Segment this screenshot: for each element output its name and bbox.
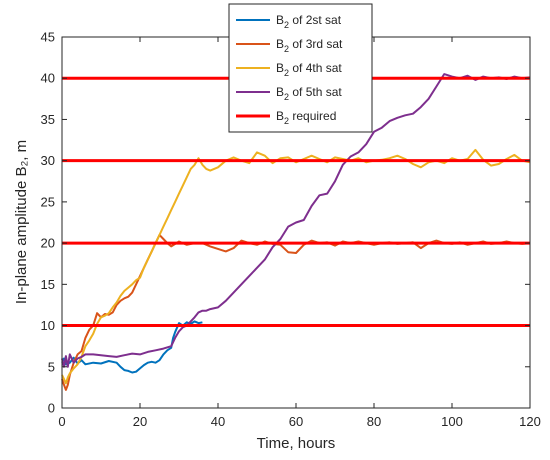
series-line-b2-of-4th-sat [61, 148, 531, 385]
y-tick-label-20: 20 [41, 236, 55, 251]
legend-label-b2-required: B2 required [276, 109, 336, 126]
legend-label-b2-of-4th-sat: B2 of 4th sat [276, 61, 342, 78]
axes-layer: 0 20 40 60 80 100 120 0 5 10 15 20 25 30 35 40 45 [41, 30, 541, 430]
x-tick-label-0: 0 [58, 414, 65, 429]
y-tick-label-10: 10 [41, 318, 55, 333]
legend-label-b2-of-3rd-sat: B2 of 3rd sat [276, 37, 343, 54]
legend: B2 of 2st sat B2 of 3rd sat B2 of 4th sat B… [228, 3, 373, 133]
x-tick-label-120: 120 [519, 414, 541, 429]
x-tick-label-60: 60 [289, 414, 303, 429]
y-tick-label-30: 30 [41, 153, 55, 168]
y-tick-label-35: 35 [41, 112, 55, 127]
y-tick-label-15: 15 [41, 277, 55, 292]
x-tick-label-100: 100 [441, 414, 463, 429]
y-tick-label-45: 45 [41, 30, 55, 45]
series-line-b2-of-5th-sat [61, 73, 531, 368]
y-tick-label-5: 5 [48, 359, 55, 374]
x-tick-label-20: 20 [133, 414, 147, 429]
series-layer [61, 73, 531, 391]
y-tick-label-40: 40 [41, 71, 55, 86]
x-tick-label-80: 80 [367, 414, 381, 429]
x-tick-label-40: 40 [211, 414, 225, 429]
y-tick-label-25: 25 [41, 194, 55, 209]
legend-label-b2-of-5th-sat: B2 of 5th sat [276, 85, 342, 102]
legend-items: B2 of 2st sat B2 of 3rd sat B2 of 4th sat B… [236, 13, 343, 126]
y-tick-label-0: 0 [48, 401, 55, 416]
y-axis-title: In-plane amplitude B₂, m [13, 140, 30, 304]
legend-label-b2-of-2st-sat: B2 of 2st sat [276, 13, 342, 30]
x-axis-title: Time, hours [257, 435, 336, 452]
